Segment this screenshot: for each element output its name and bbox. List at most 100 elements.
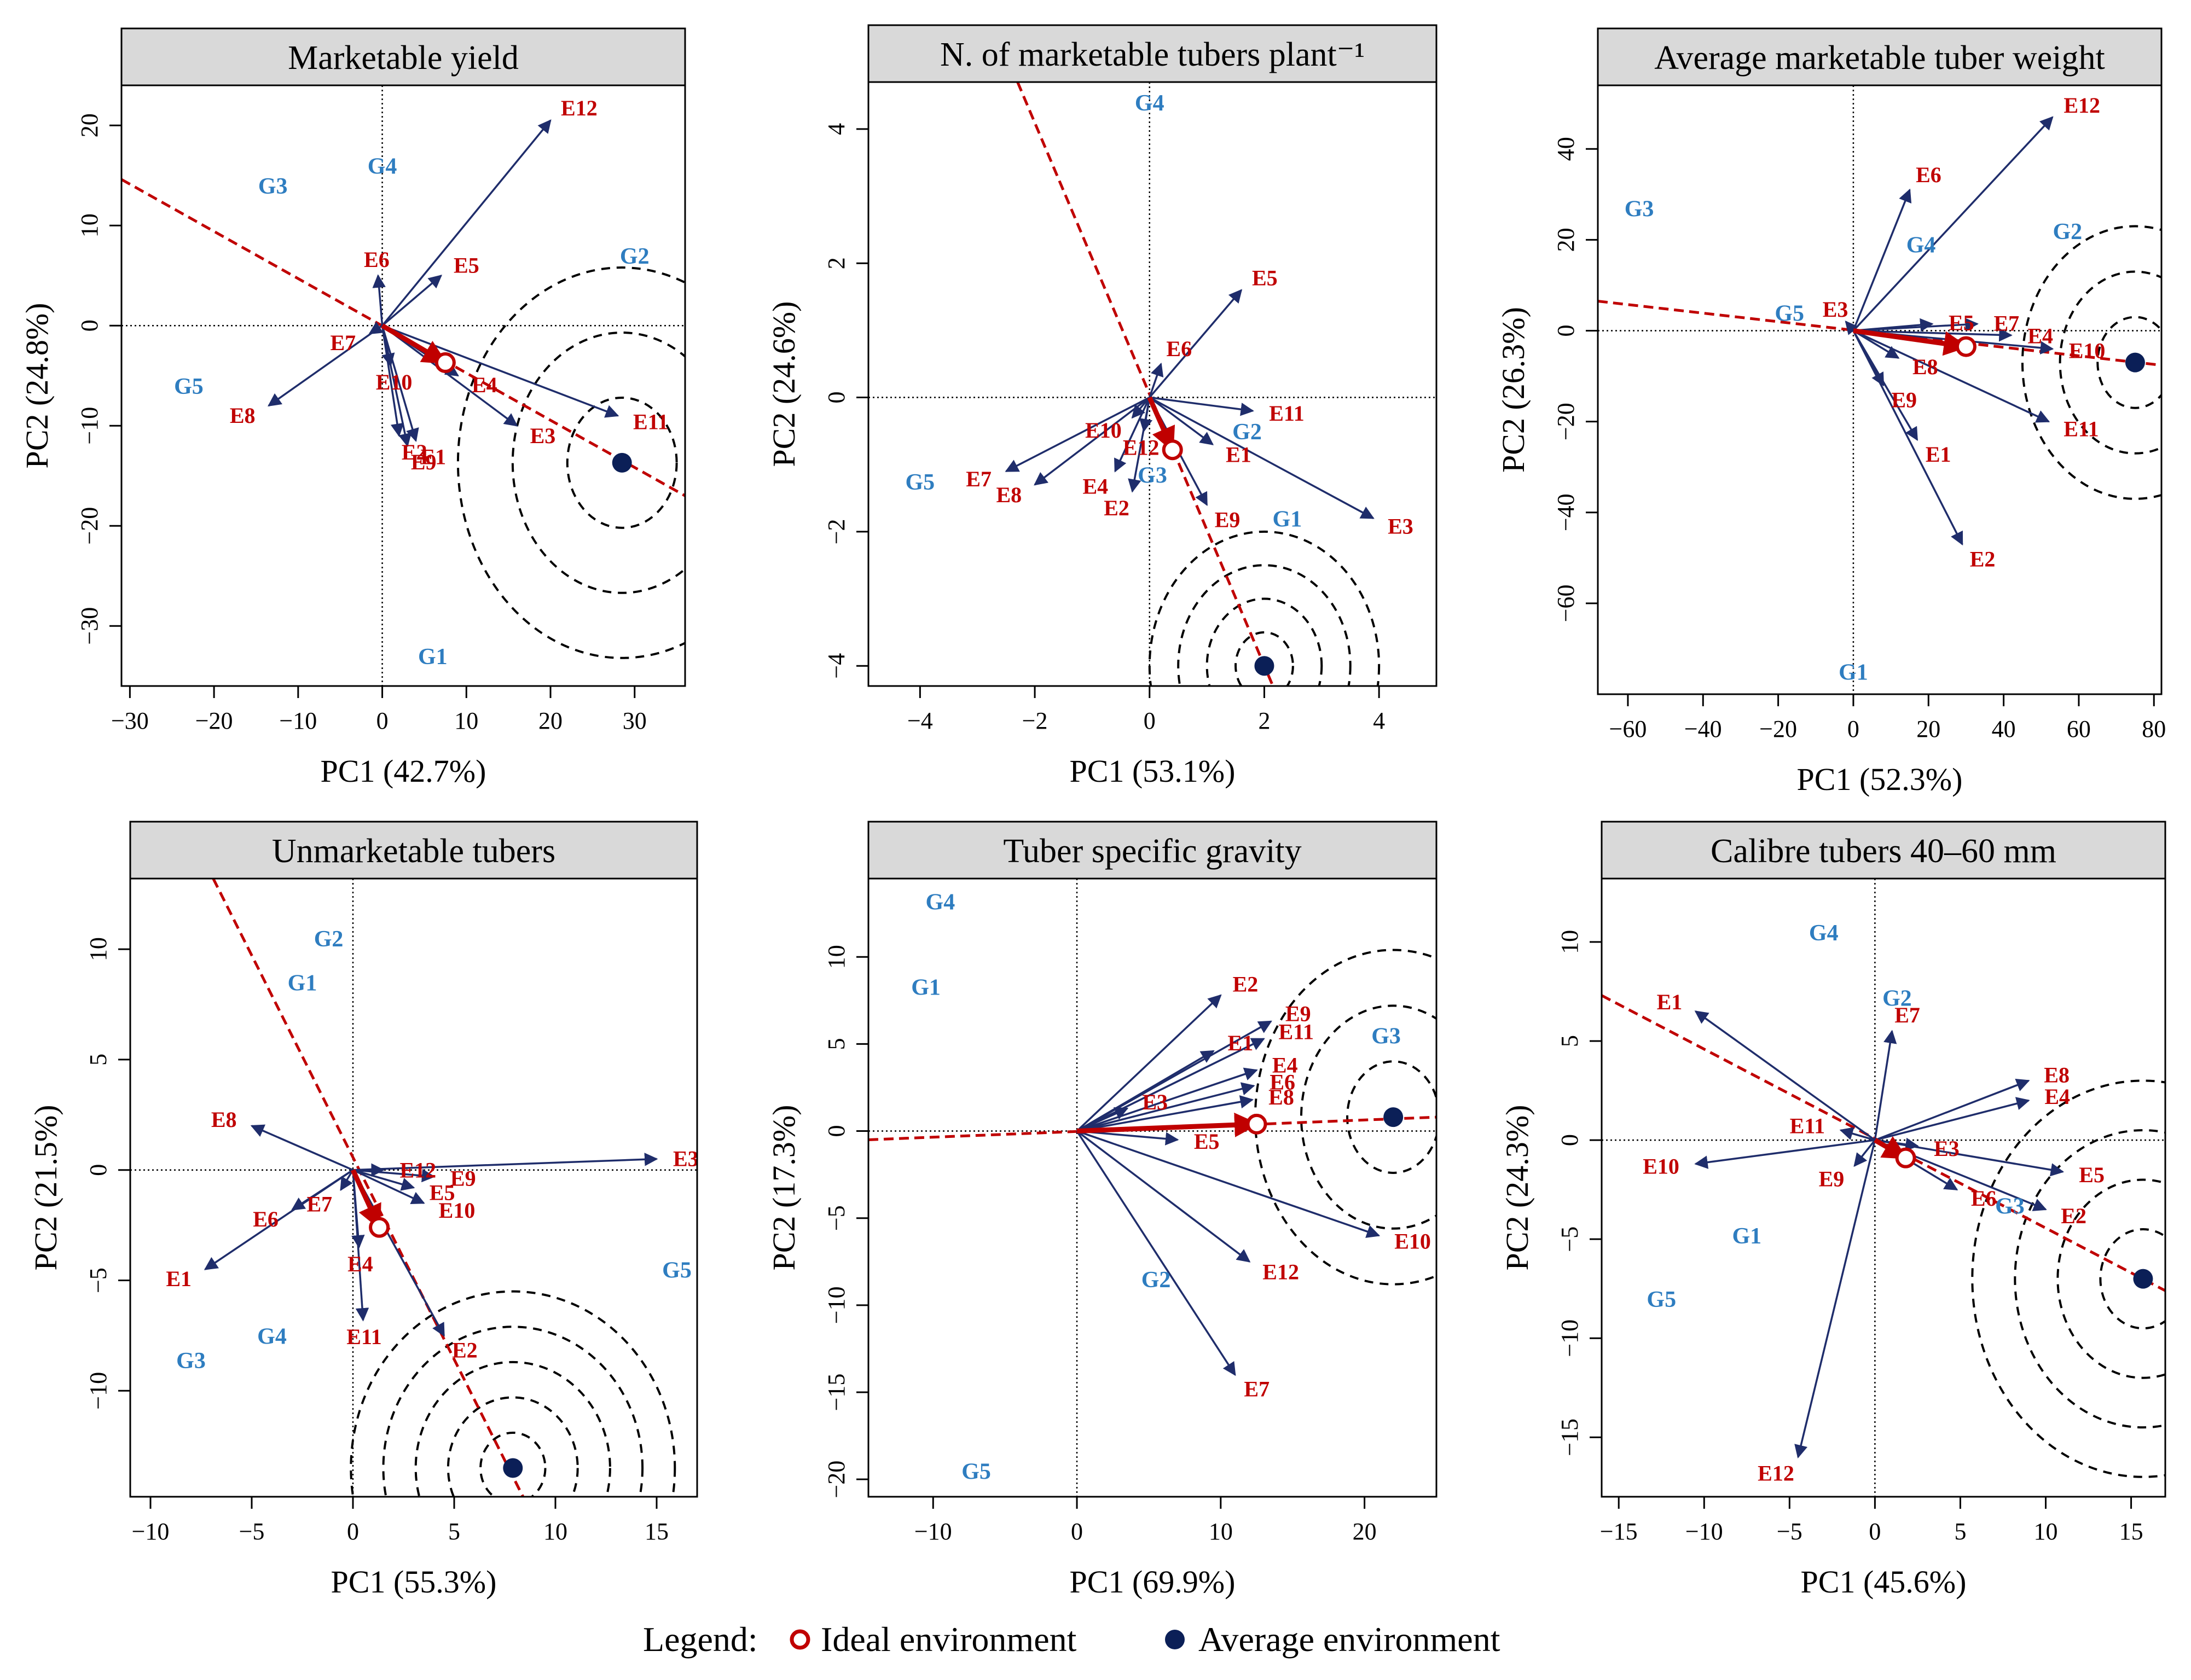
env-label-e4: E4: [1082, 474, 1108, 499]
x-tick-label: −10: [914, 1518, 952, 1545]
env-label-e4: E4: [2044, 1084, 2070, 1109]
env-label-e4: E4: [2027, 324, 2053, 348]
y-tick-label: −4: [823, 653, 850, 679]
env-arrow-e2: [1076, 994, 1222, 1132]
x-tick-label: 20: [1916, 716, 1940, 742]
env-label-e8: E8: [230, 403, 256, 428]
genotype-label-g2: G2: [1232, 420, 1262, 445]
plot-area: E12 E6 E3 E5 E7 E4 E10 E8 E9 E11 E1 E2 G1 G2 G3 G4 G5: [1598, 85, 2161, 694]
env-label-e12: E12: [400, 1158, 437, 1183]
x-tick-label: 15: [645, 1518, 669, 1545]
env-arrow-e5: [1149, 289, 1243, 398]
x-tick-label: 0: [1144, 707, 1156, 734]
env-label-e2: E2: [1970, 547, 1996, 572]
env-arrow-e12: [1852, 116, 2054, 332]
env-arrow-e11: [1076, 1038, 1265, 1132]
genotype-label-g1: G1: [1273, 507, 1302, 532]
x-axis-title: PC1 (53.1%): [1070, 753, 1236, 789]
panel-title-strip: [867, 821, 1438, 880]
y-axis-title: PC2 (24.8%): [19, 303, 55, 469]
panel-title-strip: [867, 24, 1438, 83]
x-axis-title: PC1 (42.7%): [321, 753, 486, 789]
env-arrow-e4: [1076, 1067, 1258, 1132]
panel-title: Calibre tubers 40–60 mm: [1711, 833, 2056, 870]
env-arrow-e11: [1853, 329, 2050, 423]
x-tick-label: 5: [448, 1518, 460, 1545]
env-label-e6: E6: [364, 247, 390, 272]
env-label-e12: E12: [1262, 1259, 1299, 1284]
genotype-label-g4: G4: [368, 154, 397, 179]
concentric-circle: [2014, 1129, 2165, 1429]
genotype-label-g3: G3: [1995, 1194, 2025, 1219]
env-label-e3: E3: [673, 1146, 699, 1171]
y-tick-label: 5: [85, 1054, 112, 1066]
ideal-arrow: [1076, 1112, 1260, 1137]
env-label-e6: E6: [1971, 1186, 1997, 1211]
x-tick-label: 0: [376, 707, 389, 734]
env-label-e1: E1: [1228, 1031, 1254, 1055]
average-environment-marker: [503, 1458, 523, 1478]
y-tick-label: 5: [1556, 1035, 1583, 1047]
env-label-e7: E7: [966, 467, 992, 491]
env-label-e2: E2: [1104, 496, 1129, 520]
ideal-environment-marker: [1895, 1147, 1916, 1169]
genotype-label-g3: G3: [1625, 196, 1654, 222]
legend-ideal-marker: [790, 1629, 810, 1650]
concentric-circle: [1148, 530, 1381, 686]
concentric-circle: [1234, 631, 1294, 686]
env-arrow-e9: [352, 1169, 436, 1183]
concentric-circle: [447, 1396, 579, 1497]
env-label-e10: E10: [2069, 338, 2106, 363]
env-arrow-e1: [1076, 1050, 1215, 1132]
env-label-e9: E9: [1215, 507, 1241, 532]
env-arrow-e12: [1076, 1130, 1251, 1263]
env-label-e7: E7: [330, 330, 356, 355]
env-label-e2: E2: [1233, 972, 1259, 997]
env-arrow-e12: [1794, 1140, 1876, 1458]
x-axis-title: PC1 (52.3%): [1797, 761, 1963, 797]
average-environment-marker: [2133, 1269, 2153, 1289]
ideal-arrow: [381, 323, 448, 365]
panel-title: N. of marketable tubers plant⁻¹: [940, 36, 1365, 73]
y-tick-label: 10: [76, 213, 103, 237]
x-tick-label: −10: [1685, 1518, 1723, 1545]
ideal-environment-marker: [1162, 439, 1183, 461]
env-label-e3: E3: [1388, 514, 1413, 539]
env-label-e10: E10: [1394, 1229, 1431, 1253]
env-arrow-e8: [250, 1124, 353, 1171]
concentric-circle: [350, 1290, 676, 1497]
genotype-label-g5: G5: [961, 1459, 991, 1484]
genotype-label-g2: G2: [620, 244, 650, 269]
ideal-arrow: [1853, 328, 1969, 356]
env-label-e11: E11: [1269, 401, 1304, 426]
env-arrow-e7: [1005, 396, 1150, 473]
env-arrow-e11: [1839, 1127, 1875, 1141]
x-tick-label: −20: [1759, 716, 1797, 742]
ideal-environment-marker: [434, 352, 456, 373]
legend-average-marker: [1165, 1630, 1185, 1649]
env-label-e1: E1: [166, 1266, 192, 1291]
env-label-e8: E8: [211, 1107, 237, 1132]
y-tick-label: −60: [1552, 584, 1579, 622]
env-label-e5: E5: [454, 253, 479, 277]
panel-5: Tuber specific gravityE2E9E11E1E4E6E8E3E…: [766, 821, 1438, 1600]
concentric-circle: [511, 332, 685, 594]
env-arrow-e3: [1149, 396, 1375, 519]
x-tick-label: −5: [1777, 1518, 1802, 1545]
x-tick-label: −20: [195, 707, 233, 734]
env-label-e1: E1: [1657, 990, 1683, 1014]
y-tick-label: −15: [1556, 1419, 1583, 1456]
env-label-e5: E5: [1252, 265, 1278, 290]
env-label-e6: E6: [1916, 162, 1941, 187]
env-label-e7: E7: [1993, 311, 2019, 335]
genotype-label-g4: G4: [926, 890, 955, 915]
env-label-e4: E4: [347, 1252, 373, 1276]
genotype-label-g2: G2: [314, 927, 344, 952]
env-arrow-e1: [381, 325, 419, 443]
y-tick-label: 0: [1556, 1134, 1583, 1146]
x-tick-label: 10: [2034, 1518, 2058, 1545]
env-arrow-e10: [1076, 1130, 1381, 1238]
